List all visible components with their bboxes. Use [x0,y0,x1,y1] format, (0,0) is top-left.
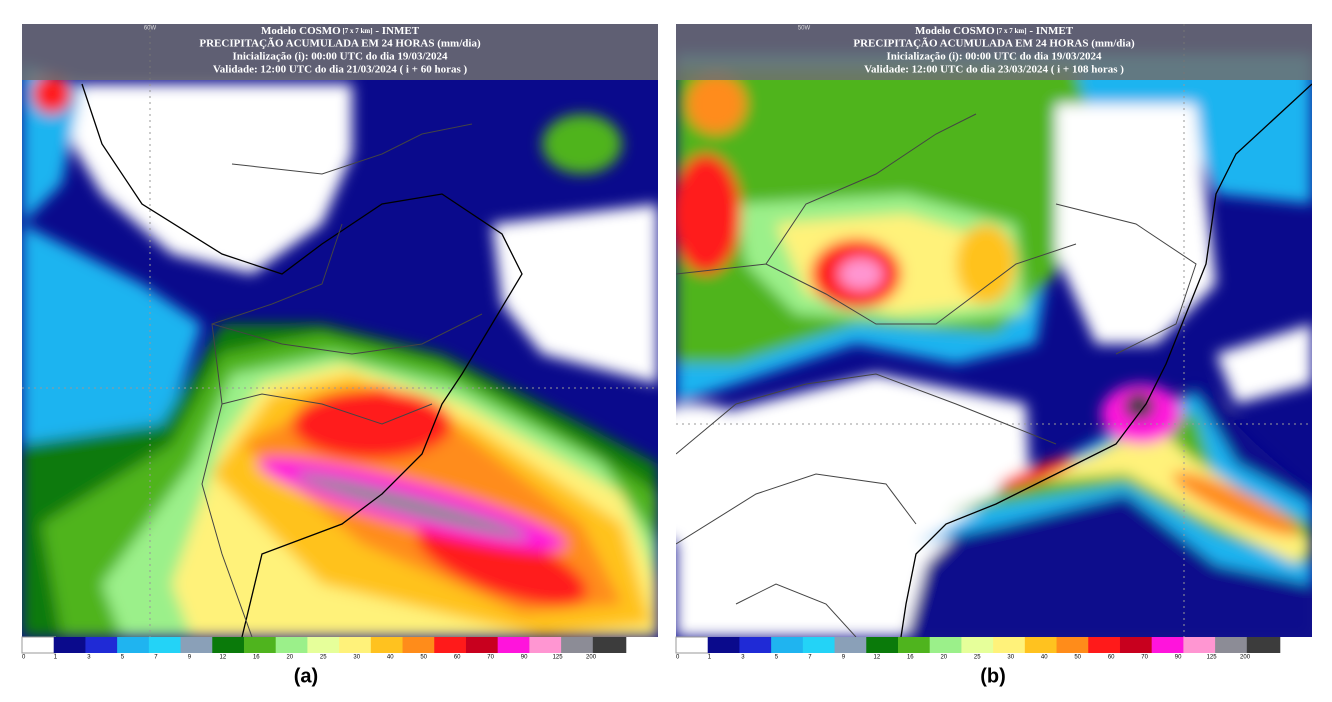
colorbar-label: 40 [1041,655,1048,661]
colorbar-swatch [1246,637,1281,653]
header-resolution: [7 x 7 km] [995,27,1027,35]
colorbar-swatch [307,637,341,653]
header-init: Inicialização (i): 00:00 UTC do dia 19/0… [886,51,1102,63]
header-valid: Validade: 12:00 UTC do dia 23/03/2024 ( … [864,64,1124,76]
colorbar-label: 90 [521,655,528,661]
lon-label: 60W [144,26,157,32]
map-a [22,24,658,637]
colorbar-label: 50 [420,655,427,661]
colorbar-swatch [739,637,773,653]
colorbar-swatch [434,637,468,653]
colorbar-label: 125 [1207,655,1218,661]
colorbar-label: 50 [1074,655,1081,661]
header-band [22,24,658,80]
colorbar-label: 9 [842,655,846,661]
colorbar-label: 90 [1175,655,1182,661]
colorbar-swatch [771,637,805,653]
colorbar-label: 25 [974,655,981,661]
colorbar-label: 60 [454,655,461,661]
colorbar-swatch [1088,637,1122,653]
colorbar-label: 3 [87,655,91,661]
colorbar-swatch [180,637,215,653]
colorbar-swatch [1183,637,1217,653]
colorbar-swatch [117,637,151,653]
colorbar-label: 70 [1141,655,1148,661]
colorbar-swatch [1151,637,1186,653]
colorbar-swatch [1024,637,1059,653]
colorbar-label: 12 [219,655,226,661]
colorbar-label: 9 [188,655,192,661]
colorbar-swatch [1119,637,1154,653]
panel-label: (a) [294,665,318,687]
colorbar-label: 25 [320,655,327,661]
colorbar-label: 125 [553,655,564,661]
colorbar-swatch [561,637,595,653]
colorbar-swatch [370,637,405,653]
colorbar-swatch [1056,637,1091,653]
colorbar-swatch [675,636,710,654]
header-resolution: [7 x 7 km] [341,27,373,35]
header-model: Modelo COSMO [261,25,341,37]
colorbar-label: 0 [676,655,680,661]
colorbar-label: 16 [253,655,260,661]
header-band [676,24,1312,80]
colorbar-label: 0 [22,655,26,661]
colorbar-label: 7 [154,655,158,661]
colorbar-label: 7 [808,655,812,661]
colorbar-swatch [993,637,1027,653]
colorbar-label: 5 [121,655,125,661]
colorbar-swatch [834,637,869,653]
colorbar-label: 16 [907,655,914,661]
header-title: PRECIPITAÇÃO ACUMULADA EM 24 HORAS (mm/d… [853,38,1135,50]
header-valid: Validade: 12:00 UTC do dia 21/03/2024 ( … [213,64,468,76]
colorbar-label: 20 [940,655,947,661]
colorbar-label: 70 [487,655,494,661]
header-model: Modelo COSMO [7 x 7 km] - INMET [915,25,1074,37]
colorbar-swatch [961,637,995,653]
colorbar-swatch [53,637,88,653]
header-model: Modelo COSMO [7 x 7 km] - INMET [261,25,420,37]
colorbar-swatch [929,637,964,653]
colorbar-label: 12 [873,655,880,661]
colorbar-label: 5 [775,655,779,661]
colorbar-swatch [529,637,563,653]
colorbar-swatch [212,637,246,653]
colorbar-swatch [707,637,742,653]
map-b [676,24,1312,637]
colorbar-swatch [275,637,310,653]
colorbar-label: 1 [54,655,58,661]
colorbar-swatch [802,637,837,653]
colorbar-swatch [465,637,500,653]
colorbar-label: 200 [586,655,597,661]
header-source: - INMET [1027,25,1074,37]
header-init: Inicialização (i): 00:00 UTC do dia 19/0… [232,51,448,63]
colorbar-swatch [1215,637,1249,653]
colorbar-label: 30 [353,655,360,661]
colorbar-swatch [592,637,627,653]
colorbar-label: 40 [387,655,394,661]
colorbar-swatch [85,637,119,653]
colorbar-swatch [402,637,437,653]
colorbar-swatch [339,637,373,653]
colorbar-label: 30 [1007,655,1014,661]
panel-label: (b) [980,665,1006,687]
colorbar-label: 20 [286,655,293,661]
colorbar-swatch [21,636,56,654]
header-model: Modelo COSMO [915,25,995,37]
lon-label: 50W [798,26,811,32]
colorbar-swatch [866,637,900,653]
colorbar-label: 3 [741,655,745,661]
colorbar-swatch [148,637,183,653]
header-source: - INMET [373,25,420,37]
colorbar-swatch [497,637,532,653]
colorbar-swatch [243,637,278,653]
colorbar-swatch [897,637,932,653]
header-title: PRECIPITAÇÃO ACUMULADA EM 24 HORAS (mm/d… [199,38,481,50]
colorbar-label: 200 [1240,655,1251,661]
colorbar-label: 60 [1108,655,1115,661]
colorbar-label: 1 [708,655,712,661]
